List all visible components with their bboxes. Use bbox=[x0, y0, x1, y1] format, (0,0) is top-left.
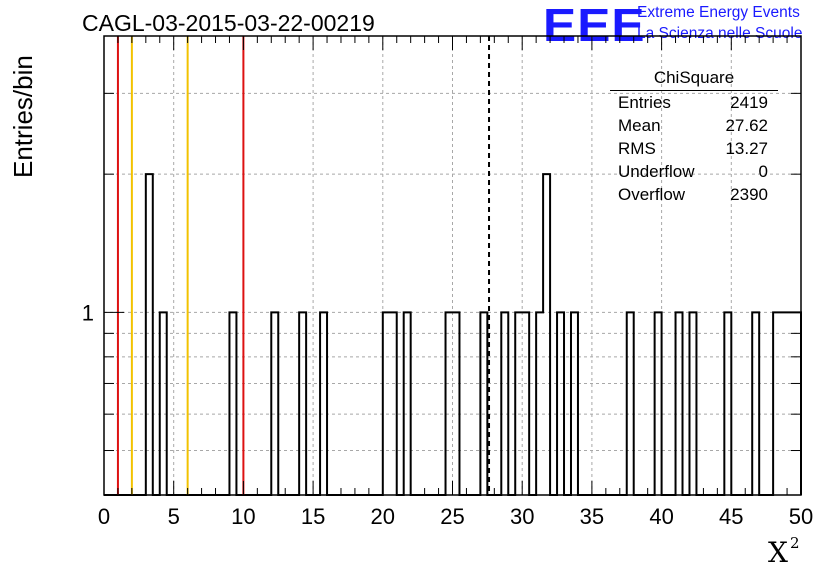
x-tick-label: 25 bbox=[440, 504, 464, 529]
histogram-bin bbox=[160, 312, 167, 495]
histogram-bin bbox=[676, 312, 683, 495]
x-tick-label: 30 bbox=[510, 504, 534, 529]
histogram-bin bbox=[446, 312, 453, 495]
histogram-bin bbox=[501, 312, 508, 495]
x-tick-label: 0 bbox=[98, 504, 110, 529]
x-tick-label: 5 bbox=[168, 504, 180, 529]
stats-label: RMS bbox=[618, 139, 656, 158]
histogram-bin bbox=[752, 312, 759, 495]
histogram-bin bbox=[787, 312, 794, 495]
stats-value: 13.27 bbox=[725, 139, 768, 158]
histogram-bin bbox=[383, 312, 390, 495]
histogram-bin bbox=[299, 312, 306, 495]
stats-value: 2419 bbox=[730, 93, 768, 112]
histogram-bin bbox=[320, 312, 327, 495]
histogram-bin bbox=[390, 312, 397, 495]
histogram-bin bbox=[794, 312, 801, 495]
stats-row-overflow: Overflow 2390 bbox=[610, 183, 778, 206]
histogram-bin bbox=[655, 312, 662, 495]
x-tick-label: 45 bbox=[719, 504, 743, 529]
histogram-bin bbox=[571, 312, 578, 495]
stats-row-entries: Entries 2419 bbox=[610, 91, 778, 114]
stats-row-mean: Mean 27.62 bbox=[610, 114, 778, 137]
histogram-bin bbox=[229, 312, 236, 495]
x-tick-label: 20 bbox=[371, 504, 395, 529]
x-axis-label-base: X bbox=[768, 536, 788, 569]
eee-logo: EEE bbox=[543, 0, 646, 51]
histogram-bin bbox=[271, 312, 278, 495]
stats-value: 0 bbox=[758, 162, 768, 181]
stats-label: Underflow bbox=[618, 162, 695, 181]
histogram-bin bbox=[724, 312, 731, 495]
x-tick-label: 40 bbox=[649, 504, 673, 529]
histogram-bin bbox=[146, 174, 153, 495]
histogram-bin bbox=[404, 312, 411, 495]
histogram-bin bbox=[536, 312, 543, 495]
stats-box: ChiSquare Entries 2419 Mean 27.62 RMS 13.27… bbox=[610, 66, 778, 206]
logo-line-2: La Scienza nelle Scuole bbox=[637, 25, 803, 42]
histogram-bin bbox=[453, 312, 460, 495]
stats-row-rms: RMS 13.27 bbox=[610, 137, 778, 160]
histogram-bin bbox=[627, 312, 634, 495]
stats-label: Entries bbox=[618, 93, 671, 112]
stats-title: ChiSquare bbox=[610, 66, 778, 91]
stats-label: Mean bbox=[618, 116, 661, 135]
stats-value: 27.62 bbox=[725, 116, 768, 135]
x-tick-label: 15 bbox=[301, 504, 325, 529]
histogram-bin bbox=[557, 312, 564, 495]
y-tick-label: 1 bbox=[82, 300, 94, 325]
stats-value: 2390 bbox=[730, 185, 768, 204]
histogram-bin bbox=[515, 312, 522, 495]
histogram-bin bbox=[773, 312, 780, 495]
histogram-bin bbox=[780, 312, 787, 495]
x-axis-label-superscript: 2 bbox=[789, 534, 800, 552]
histogram-bin bbox=[543, 174, 550, 495]
x-tick-label: 50 bbox=[789, 504, 813, 529]
logo-line-1: Extreme Energy Events bbox=[637, 4, 800, 21]
histogram-bin bbox=[522, 312, 529, 495]
stats-row-underflow: Underflow 0 bbox=[610, 160, 778, 183]
chart-title: CAGL-03-2015-03-22-00219 bbox=[82, 10, 375, 36]
stats-label: Overflow bbox=[618, 185, 686, 204]
histogram-bin bbox=[480, 312, 487, 495]
x-tick-label: 10 bbox=[231, 504, 255, 529]
x-tick-label: 35 bbox=[580, 504, 604, 529]
histogram-bin bbox=[689, 312, 696, 495]
